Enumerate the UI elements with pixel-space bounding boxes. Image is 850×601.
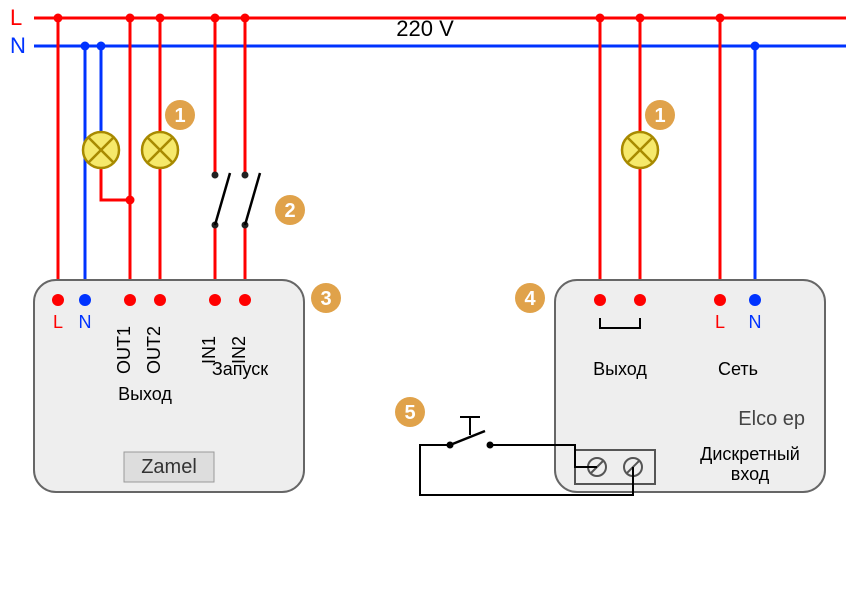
junction-4 bbox=[156, 14, 165, 23]
svg-text:3: 3 bbox=[320, 288, 331, 310]
sw1 bbox=[212, 172, 231, 229]
svg-text:1: 1 bbox=[654, 105, 665, 127]
badge-1-5: 1 bbox=[645, 100, 675, 130]
badge-5-4: 5 bbox=[395, 397, 425, 427]
module-zamel: LNOUT1OUT2IN1IN2ВыходЗапускZamel bbox=[34, 280, 304, 492]
elco-term-LL bbox=[714, 294, 726, 306]
badge-1-0: 1 bbox=[165, 100, 195, 130]
lamp3 bbox=[622, 132, 658, 168]
sw2 bbox=[242, 172, 261, 229]
svg-text:2: 2 bbox=[284, 200, 295, 222]
zamel-label-N: N bbox=[79, 312, 92, 332]
zamel-term-OUT2 bbox=[154, 294, 166, 306]
bus-L-label: L bbox=[10, 5, 22, 30]
elco-discrete-label-1: вход bbox=[731, 464, 770, 484]
zamel-term-N bbox=[79, 294, 91, 306]
junction-0 bbox=[54, 14, 63, 23]
junction-2 bbox=[97, 42, 106, 51]
zamel-label-L: L bbox=[53, 312, 63, 332]
module-elco: L N Выход Сеть Elco ep Дискретныйвход bbox=[555, 280, 825, 492]
elco-term-OUT_B bbox=[634, 294, 646, 306]
elco-term-OUT_A bbox=[594, 294, 606, 306]
zamel-group-1: Запуск bbox=[212, 359, 268, 379]
elco-label-LL: L bbox=[715, 312, 725, 332]
elco-term-NN bbox=[749, 294, 761, 306]
elco-brand: Elco ep bbox=[738, 408, 805, 430]
zamel-brand: Zamel bbox=[141, 456, 197, 478]
lamp1 bbox=[83, 132, 119, 168]
svg-text:1: 1 bbox=[174, 105, 185, 127]
zamel-term-IN2 bbox=[239, 294, 251, 306]
junction-8 bbox=[596, 14, 605, 23]
svg-text:5: 5 bbox=[404, 402, 415, 424]
zamel-label-OUT2: OUT2 bbox=[144, 326, 164, 374]
elco-group-0: Выход bbox=[593, 359, 647, 379]
junction-11 bbox=[751, 42, 760, 51]
voltage-label: 220 V bbox=[396, 16, 454, 41]
junction-9 bbox=[636, 14, 645, 23]
svg-text:4: 4 bbox=[524, 288, 536, 310]
elco-discrete-label-0: Дискретный bbox=[700, 444, 800, 464]
wire-5 bbox=[101, 168, 130, 200]
zamel-term-IN1 bbox=[209, 294, 221, 306]
junction-6 bbox=[241, 14, 250, 23]
badge-4-3: 4 bbox=[515, 283, 545, 313]
junction-1 bbox=[81, 42, 90, 51]
elco-label-NN: N bbox=[749, 312, 762, 332]
junction-5 bbox=[211, 14, 220, 23]
elco-group-1: Сеть bbox=[718, 359, 758, 379]
junction-10 bbox=[716, 14, 725, 23]
bus-N-label: N bbox=[10, 33, 26, 58]
zamel-group-0: Выход bbox=[118, 384, 172, 404]
zamel-term-L bbox=[52, 294, 64, 306]
zamel-term-OUT1 bbox=[124, 294, 136, 306]
badge-2-1: 2 bbox=[275, 195, 305, 225]
zamel-label-OUT1: OUT1 bbox=[114, 326, 134, 374]
badge-3-2: 3 bbox=[311, 283, 341, 313]
junction-3 bbox=[126, 14, 135, 23]
lamp2 bbox=[142, 132, 178, 168]
junction-7 bbox=[126, 196, 135, 205]
